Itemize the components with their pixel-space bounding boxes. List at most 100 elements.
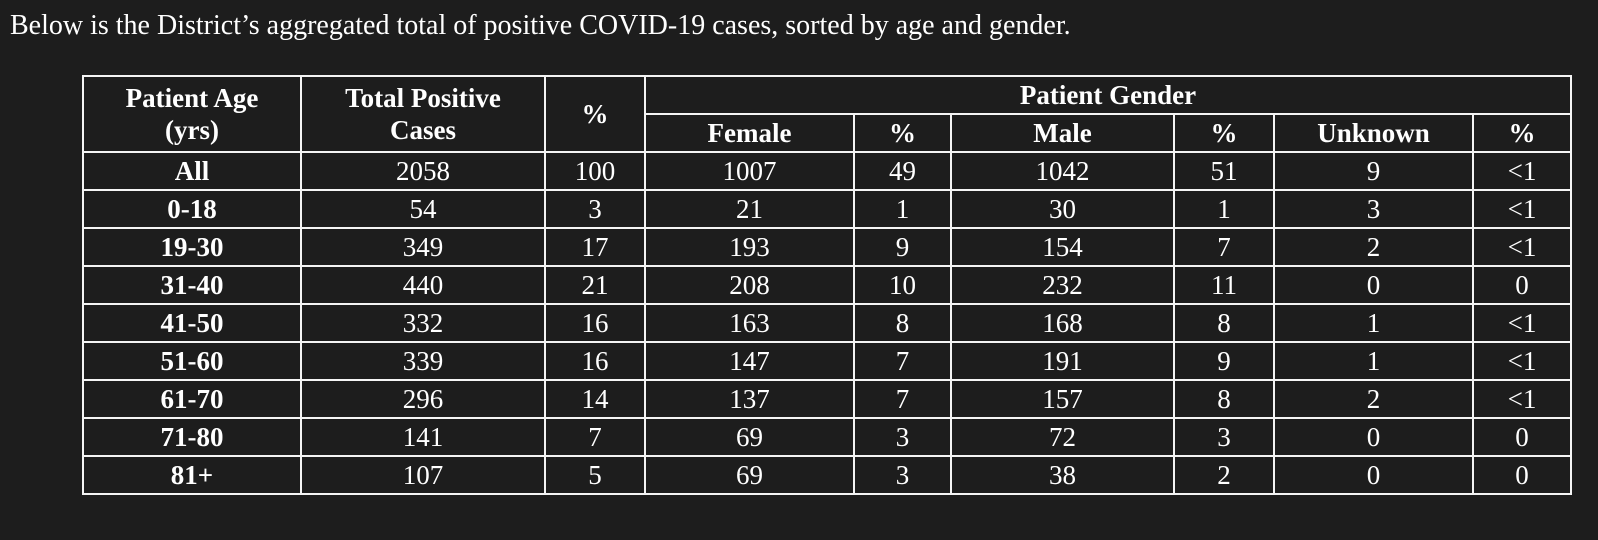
male-cell: 1042 [950, 151, 1175, 191]
age-cell: 51-60 [82, 341, 302, 381]
unknown-percent-cell: <1 [1472, 189, 1572, 229]
female-percent-cell: 49 [853, 151, 952, 191]
header-male: Male [950, 113, 1175, 153]
total-percent-cell: 3 [544, 189, 646, 229]
male-cell: 232 [950, 265, 1175, 305]
male-cell: 168 [950, 303, 1175, 343]
header-total-percent: % [544, 75, 646, 153]
total-cases-cell: 440 [300, 265, 546, 305]
header-row-groups: Patient Age (yrs) Total Positive Cases %… [82, 75, 1572, 153]
female-cell: 69 [644, 455, 855, 495]
total-cases-cell: 141 [300, 417, 546, 457]
total-percent-cell: 7 [544, 417, 646, 457]
unknown-percent-cell: <1 [1472, 341, 1572, 381]
table-row: 0-18 54 3 21 1 30 1 3 <1 [82, 189, 1572, 229]
header-total-positive-cases: Total Positive Cases [300, 75, 546, 153]
female-cell: 21 [644, 189, 855, 229]
covid-cases-table: Patient Age (yrs) Total Positive Cases %… [82, 75, 1572, 495]
header-unknown: Unknown [1273, 113, 1474, 153]
male-cell: 38 [950, 455, 1175, 495]
male-cell: 191 [950, 341, 1175, 381]
table-row: 71-80 141 7 69 3 72 3 0 0 [82, 417, 1572, 457]
total-cases-cell: 107 [300, 455, 546, 495]
page: Below is the District’s aggregated total… [10, 10, 1572, 495]
unknown-cell: 1 [1273, 341, 1474, 381]
female-percent-cell: 7 [853, 341, 952, 381]
table-row: 61-70 296 14 137 7 157 8 2 <1 [82, 379, 1572, 419]
table-row: 81+ 107 5 69 3 38 2 0 0 [82, 455, 1572, 495]
header-female: Female [644, 113, 855, 153]
male-percent-cell: 9 [1173, 341, 1275, 381]
unknown-percent-cell: <1 [1472, 303, 1572, 343]
female-cell: 147 [644, 341, 855, 381]
table-header: Patient Age (yrs) Total Positive Cases %… [82, 75, 1572, 153]
male-percent-cell: 51 [1173, 151, 1275, 191]
table-row: 19-30 349 17 193 9 154 7 2 <1 [82, 227, 1572, 267]
age-cell: 31-40 [82, 265, 302, 305]
unknown-percent-cell: <1 [1472, 227, 1572, 267]
male-percent-cell: 1 [1173, 189, 1275, 229]
female-cell: 1007 [644, 151, 855, 191]
male-percent-cell: 8 [1173, 379, 1275, 419]
female-cell: 193 [644, 227, 855, 267]
female-cell: 69 [644, 417, 855, 457]
unknown-percent-cell: 0 [1472, 265, 1572, 305]
male-percent-cell: 11 [1173, 265, 1275, 305]
header-patient-age: Patient Age (yrs) [82, 75, 302, 153]
header-male-percent: % [1173, 113, 1275, 153]
unknown-percent-cell: 0 [1472, 455, 1572, 495]
unknown-cell: 2 [1273, 379, 1474, 419]
male-percent-cell: 2 [1173, 455, 1275, 495]
total-cases-cell: 349 [300, 227, 546, 267]
female-percent-cell: 9 [853, 227, 952, 267]
table-row: 51-60 339 16 147 7 191 9 1 <1 [82, 341, 1572, 381]
header-total-positive-cases-line2: Cases [390, 115, 456, 145]
age-cell: All [82, 151, 302, 191]
total-cases-cell: 332 [300, 303, 546, 343]
table-row: 41-50 332 16 163 8 168 8 1 <1 [82, 303, 1572, 343]
age-cell: 41-50 [82, 303, 302, 343]
total-percent-cell: 21 [544, 265, 646, 305]
total-percent-cell: 100 [544, 151, 646, 191]
unknown-cell: 0 [1273, 417, 1474, 457]
header-row-subcolumns: Female % Male % Unknown % [83, 113, 1572, 153]
female-cell: 208 [644, 265, 855, 305]
male-percent-cell: 3 [1173, 417, 1275, 457]
header-patient-age-line1: Patient Age [125, 82, 259, 113]
age-cell: 19-30 [82, 227, 302, 267]
female-percent-cell: 3 [853, 455, 952, 495]
male-cell: 30 [950, 189, 1175, 229]
total-cases-cell: 54 [300, 189, 546, 229]
unknown-percent-cell: 0 [1472, 417, 1572, 457]
unknown-percent-cell: <1 [1472, 151, 1572, 191]
female-percent-cell: 10 [853, 265, 952, 305]
female-percent-cell: 1 [853, 189, 952, 229]
male-percent-cell: 8 [1173, 303, 1275, 343]
total-cases-cell: 296 [300, 379, 546, 419]
table-row: 31-40 440 21 208 10 232 11 0 0 [82, 265, 1572, 305]
unknown-percent-cell: <1 [1472, 379, 1572, 419]
header-unknown-percent: % [1472, 113, 1572, 153]
female-percent-cell: 7 [853, 379, 952, 419]
unknown-cell: 9 [1273, 151, 1474, 191]
male-cell: 72 [950, 417, 1175, 457]
total-cases-cell: 339 [300, 341, 546, 381]
age-cell: 0-18 [82, 189, 302, 229]
table-row: All 2058 100 1007 49 1042 51 9 <1 [82, 151, 1572, 191]
header-patient-age-line2: (yrs) [165, 115, 219, 145]
total-percent-cell: 16 [544, 341, 646, 381]
male-percent-cell: 7 [1173, 227, 1275, 267]
female-cell: 137 [644, 379, 855, 419]
unknown-cell: 1 [1273, 303, 1474, 343]
unknown-cell: 3 [1273, 189, 1474, 229]
male-cell: 157 [950, 379, 1175, 419]
total-percent-cell: 5 [544, 455, 646, 495]
male-cell: 154 [950, 227, 1175, 267]
total-percent-cell: 16 [544, 303, 646, 343]
female-percent-cell: 3 [853, 417, 952, 457]
female-percent-cell: 8 [853, 303, 952, 343]
table-body: All 2058 100 1007 49 1042 51 9 <1 0-18 54 3 21 1 30 1 3 <… [82, 151, 1572, 495]
header-patient-gender: Patient Gender [644, 75, 1572, 115]
unknown-cell: 0 [1273, 265, 1474, 305]
header-female-percent: % [853, 113, 952, 153]
